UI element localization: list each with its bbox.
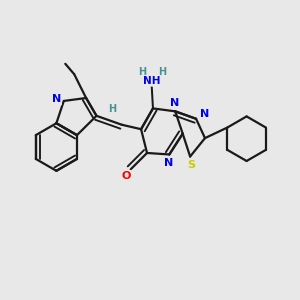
Text: N: N: [52, 94, 61, 104]
Text: N: N: [164, 158, 173, 168]
Text: H: H: [138, 67, 146, 77]
Text: H: H: [158, 67, 166, 77]
Text: N: N: [200, 109, 209, 119]
Text: NH: NH: [143, 76, 160, 86]
Text: S: S: [188, 160, 196, 170]
Text: H: H: [108, 104, 116, 114]
Text: O: O: [122, 171, 131, 181]
Text: N: N: [170, 98, 179, 108]
